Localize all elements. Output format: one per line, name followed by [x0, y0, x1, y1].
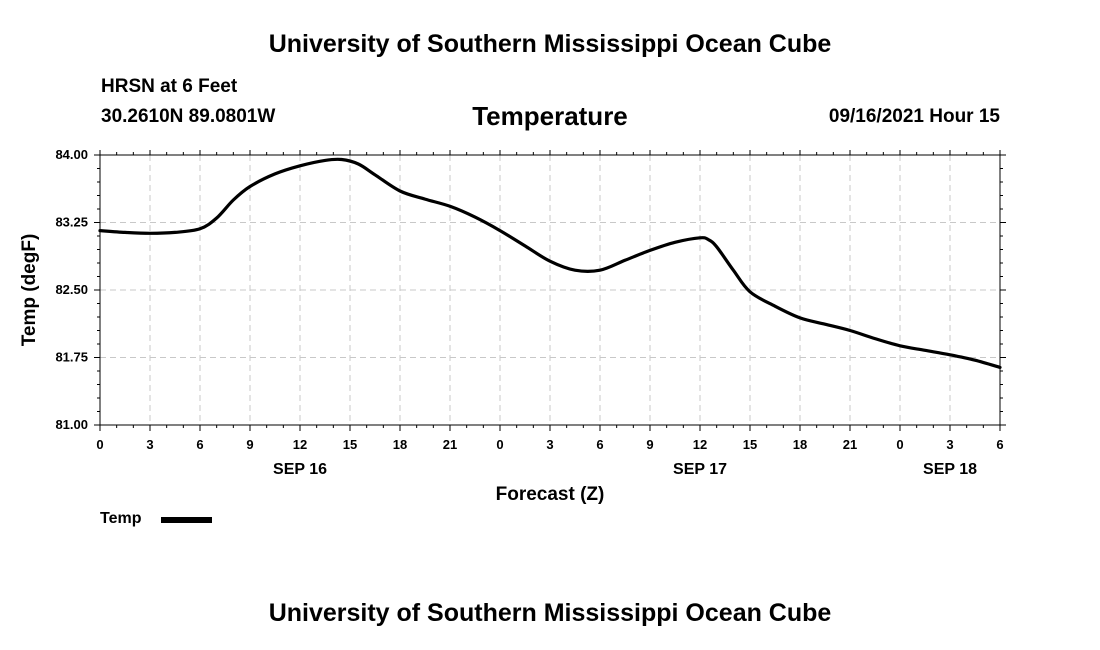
- x-tick-label: 15: [743, 437, 757, 452]
- x-tick-label: 6: [596, 437, 603, 452]
- x-tick-label: 18: [393, 437, 407, 452]
- legend-label: Temp: [100, 510, 142, 527]
- station-coordinates: 30.2610N 89.0801W: [101, 106, 276, 127]
- x-tick-label: 21: [843, 437, 857, 452]
- x-tick-label: 12: [293, 437, 307, 452]
- date-label: SEP 16: [273, 461, 327, 478]
- legend-line-swatch: [161, 517, 212, 523]
- y-tick-label: 83.25: [55, 215, 88, 230]
- x-tick-label: 18: [793, 437, 807, 452]
- x-tick-label: 15: [343, 437, 357, 452]
- x-tick-label: 9: [246, 437, 253, 452]
- date-label: SEP 17: [673, 461, 727, 478]
- x-tick-label: 3: [546, 437, 553, 452]
- x-tick-label: 3: [146, 437, 153, 452]
- x-tick-label: 0: [496, 437, 503, 452]
- x-tick-label: 12: [693, 437, 707, 452]
- x-tick-label: 6: [196, 437, 203, 452]
- x-tick-label: 3: [946, 437, 953, 452]
- station-label: HRSN at 6 Feet: [101, 76, 238, 97]
- y-axis-label: Temp (degF): [19, 234, 40, 347]
- plot-frame: [99, 154, 1001, 426]
- bottom-title: University of Southern Mississippi Ocean…: [268, 599, 832, 627]
- temp-series-line: [98, 157, 1002, 369]
- y-tick-label: 81.75: [55, 350, 88, 365]
- y-tick-label: 82.50: [55, 282, 88, 297]
- x-tick-label: 0: [896, 437, 903, 452]
- forecast-datetime: 09/16/2021 Hour 15: [828, 106, 1000, 127]
- y-tick-label: 81.00: [55, 417, 88, 432]
- top-title: University of Southern Mississippi Ocean…: [268, 30, 832, 58]
- date-label: SEP 18: [923, 461, 977, 478]
- x-tick-label: 0: [96, 437, 103, 452]
- x-tick-label: 6: [996, 437, 1003, 452]
- x-tick-label: 21: [443, 437, 457, 452]
- y-tick-label: 84.00: [55, 147, 88, 162]
- chart-title: Temperature: [472, 101, 628, 131]
- x-axis-label: Forecast (Z): [496, 484, 605, 505]
- x-tick-label: 9: [646, 437, 653, 452]
